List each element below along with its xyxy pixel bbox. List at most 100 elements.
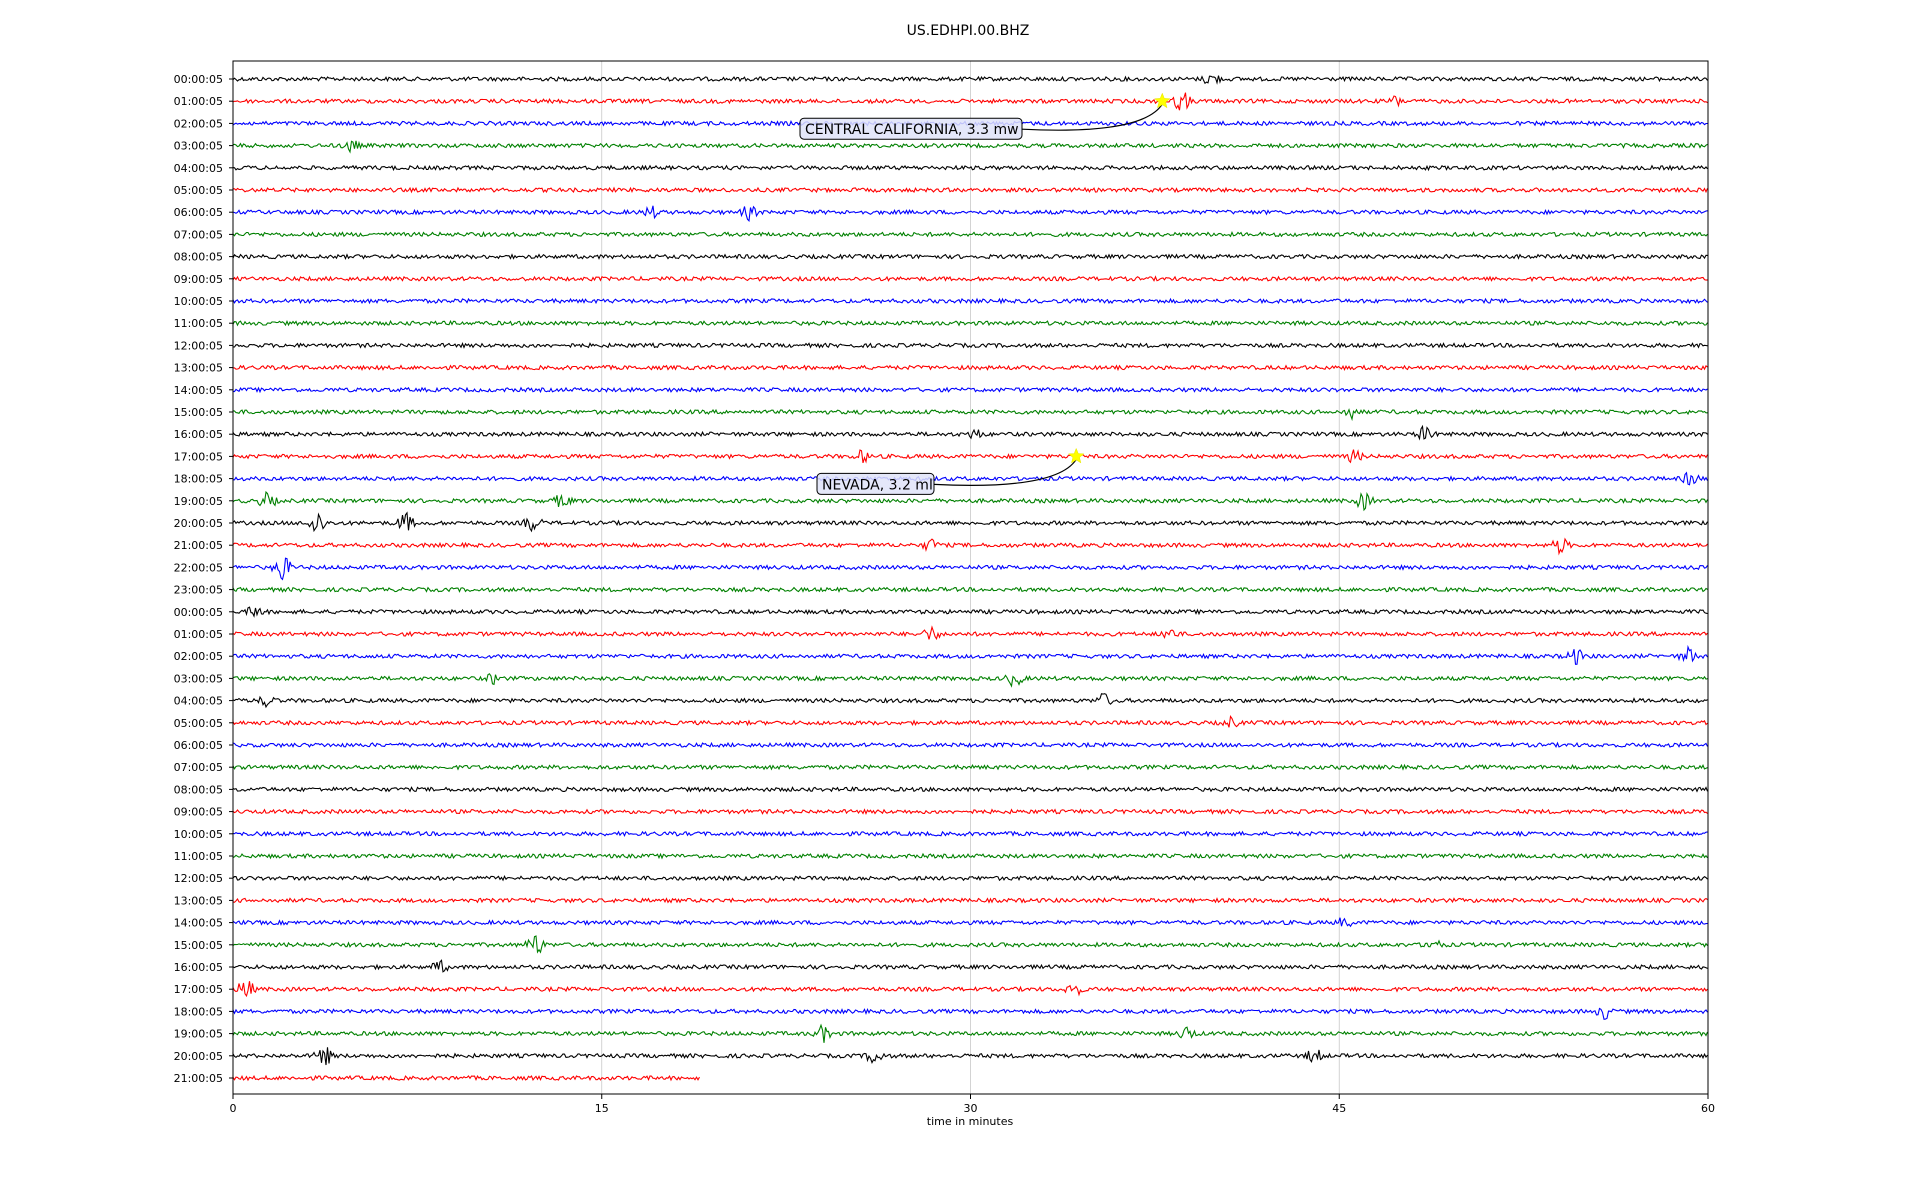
trace-row <box>232 808 1708 816</box>
trace-row <box>232 644 1708 665</box>
row-time-label: 23:00:05 <box>174 584 223 597</box>
trace-row <box>232 424 1708 441</box>
row-time-label: 01:00:05 <box>174 95 223 108</box>
trace-row <box>232 537 1708 556</box>
trace-row <box>232 408 1708 422</box>
trace-row <box>232 741 1708 749</box>
row-time-label: 01:00:05 <box>174 628 223 641</box>
row-time-label: 08:00:05 <box>174 251 223 264</box>
row-time-label: 12:00:05 <box>174 339 223 352</box>
row-time-label: 20:00:05 <box>174 1050 223 1063</box>
trace-row <box>232 490 1708 512</box>
event-label-box <box>816 472 935 495</box>
row-time-label: 17:00:05 <box>174 983 223 996</box>
row-time-label: 14:00:05 <box>174 917 223 930</box>
trace-row <box>232 253 1708 261</box>
row-time-label: 09:00:05 <box>174 273 223 286</box>
row-time-label: 20:00:05 <box>174 517 223 530</box>
trace-row <box>232 297 1708 305</box>
event-label-box <box>799 117 1023 140</box>
row-time-label: 02:00:05 <box>174 650 223 663</box>
trace-row <box>232 342 1708 349</box>
trace-row <box>232 874 1708 882</box>
row-time-label: 05:00:05 <box>174 717 223 730</box>
row-time-label: 06:00:05 <box>174 739 223 752</box>
trace-row <box>232 186 1709 194</box>
x-axis-ticks: 0 15 30 45 60 <box>230 1094 1715 1115</box>
trace-row <box>232 75 1708 85</box>
trace-row <box>232 140 1708 154</box>
trace-row <box>232 852 1708 860</box>
x-tick-label: 30 <box>964 1102 978 1115</box>
trace-row <box>232 1074 700 1082</box>
row-time-labels: 00:00:05 01:00:05 02:00:05 03:00:05 04:00:05… <box>174 73 233 1085</box>
row-time-label: 18:00:05 <box>174 473 223 486</box>
row-time-label: 05:00:05 <box>174 184 223 197</box>
trace-row <box>232 449 1708 464</box>
row-time-label: 18:00:05 <box>174 1005 223 1018</box>
row-time-label: 04:00:05 <box>174 162 223 175</box>
row-time-label: 17:00:05 <box>174 450 223 463</box>
event-label: NEVADA, 3.2 ml <box>822 477 933 493</box>
trace-row <box>232 625 1708 641</box>
trace-row <box>232 714 1708 728</box>
trace-row <box>232 786 1709 793</box>
trace-row <box>232 471 1708 486</box>
row-time-label: 19:00:05 <box>174 495 223 508</box>
event-star-marker <box>1153 92 1171 109</box>
trace-row <box>232 205 1708 222</box>
row-time-label: 00:00:05 <box>174 73 223 86</box>
x-tick-label: 0 <box>230 1102 237 1115</box>
trace-row <box>232 1023 1709 1043</box>
trace-row <box>232 1007 1708 1020</box>
row-time-label: 22:00:05 <box>174 561 223 574</box>
row-time-label: 15:00:05 <box>174 939 223 952</box>
row-time-label: 14:00:05 <box>174 384 223 397</box>
trace-row <box>232 164 1708 172</box>
x-tick-label: 60 <box>1701 1102 1715 1115</box>
row-time-label: 03:00:05 <box>174 140 223 153</box>
row-time-label: 08:00:05 <box>174 783 223 796</box>
row-time-label: 09:00:05 <box>174 806 223 819</box>
trace-row <box>232 386 1708 394</box>
trace-row <box>232 364 1708 372</box>
trace-row <box>232 606 1708 618</box>
trace-row <box>232 319 1708 327</box>
row-time-label: 11:00:05 <box>174 317 223 330</box>
row-time-label: 07:00:05 <box>174 761 223 774</box>
row-time-label: 12:00:05 <box>174 872 223 885</box>
row-time-label: 16:00:05 <box>174 428 223 441</box>
row-time-label: 21:00:05 <box>174 1072 223 1085</box>
trace-row <box>232 959 1708 973</box>
chart-title: US.EDHPI.00.BHZ <box>907 23 1030 39</box>
row-time-label: 00:00:05 <box>174 606 223 619</box>
trace-row <box>232 230 1708 238</box>
row-time-label: 11:00:05 <box>174 850 223 863</box>
row-time-label: 13:00:05 <box>174 362 223 375</box>
x-axis-label: time in minutes <box>927 1115 1014 1128</box>
event-label: CENTRAL CALIFORNIA, 3.3 mw <box>805 122 1019 138</box>
row-time-label: 03:00:05 <box>174 672 223 685</box>
row-time-label: 16:00:05 <box>174 961 223 974</box>
trace-row <box>232 275 1708 283</box>
row-time-label: 10:00:05 <box>174 828 223 841</box>
trace-row <box>232 935 1708 954</box>
trace-row <box>232 557 1708 581</box>
trace-row <box>232 511 1708 533</box>
row-time-label: 07:00:05 <box>174 228 223 241</box>
row-time-label: 02:00:05 <box>174 117 223 130</box>
trace-row <box>232 585 1708 593</box>
x-tick-label: 15 <box>595 1102 609 1115</box>
row-time-label: 21:00:05 <box>174 539 223 552</box>
trace-row <box>232 830 1708 838</box>
trace-row <box>232 1047 1708 1066</box>
row-time-label: 13:00:05 <box>174 894 223 907</box>
x-tick-label: 45 <box>1332 1102 1346 1115</box>
trace-row <box>232 693 1708 709</box>
trace-row <box>232 673 1708 688</box>
seismic-traces <box>232 75 1709 1082</box>
row-time-label: 06:00:05 <box>174 206 223 219</box>
trace-row <box>232 763 1708 771</box>
